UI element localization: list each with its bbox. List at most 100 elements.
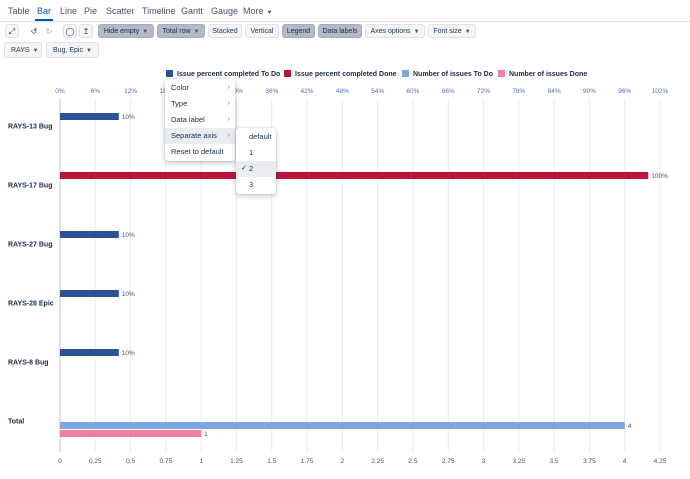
chevron-down-icon: ▼: [32, 48, 39, 54]
bottom-axis-tick-label: 2: [341, 458, 345, 465]
chevron-down-icon: ▼: [464, 29, 471, 35]
comment-icon: ◯: [65, 27, 75, 36]
submenu-item-1[interactable]: 1: [236, 145, 276, 161]
separate-axis-submenu: default 1 ✓ 2 3: [236, 128, 276, 194]
menu-item-label: Type: [171, 99, 188, 108]
hide-empty-button[interactable]: Hide empty ▼: [98, 24, 154, 38]
font-size-label: Font size: [433, 28, 462, 35]
top-axis-tick-label: 12%: [124, 88, 137, 95]
bottom-axis-tick-label: 2.25: [371, 458, 384, 465]
project-filter-value: RAYS: [11, 47, 30, 54]
total-row-button[interactable]: Total row ▼: [157, 24, 205, 38]
expand-button[interactable]: ⤢: [5, 24, 19, 38]
legend-item-todo-percent[interactable]: Issue percent completed To Do: [166, 70, 280, 78]
top-axis-tick-label: 30%: [230, 88, 243, 95]
bottom-axis-tick-label: 0.5: [126, 458, 135, 465]
bar: [60, 422, 625, 429]
bar-data-label: 4: [628, 423, 632, 430]
bar-data-label: 100%: [651, 173, 668, 180]
tab-pie[interactable]: Pie: [84, 6, 98, 16]
project-filter[interactable]: RAYS ▼: [4, 42, 42, 58]
submenu-item-2[interactable]: ✓ 2: [236, 161, 276, 177]
tab-bar[interactable]: Bar: [37, 6, 52, 16]
redo-icon: ↻: [45, 27, 53, 36]
bottom-axis-tick-label: 1.25: [230, 458, 243, 465]
tab-table[interactable]: Table: [8, 6, 30, 16]
total-row-label: Total row: [162, 28, 191, 35]
submenu-item-label: 2: [249, 164, 254, 173]
comment-button[interactable]: ◯: [63, 24, 77, 38]
menu-item-data-label[interactable]: Data label ›: [165, 112, 235, 128]
hide-empty-label: Hide empty: [103, 28, 140, 35]
legend-item-todo-count[interactable]: Number of issues To Do: [402, 70, 493, 78]
menu-item-separate-axis[interactable]: Separate axis ›: [165, 128, 235, 144]
submenu-item-default[interactable]: default: [236, 129, 276, 145]
font-size-button[interactable]: Font size ▼: [428, 24, 476, 38]
submenu-item-label: default: [249, 132, 272, 141]
redo-button[interactable]: ↻: [42, 24, 56, 38]
data-labels-button[interactable]: Data labels: [318, 24, 362, 38]
bar: [60, 290, 119, 297]
category-label: RAYS-13 Bug: [8, 124, 52, 131]
tab-line[interactable]: Line: [60, 6, 78, 16]
menu-item-label: Reset to default: [171, 147, 224, 156]
tab-timeline[interactable]: Timeline: [142, 6, 176, 16]
menu-item-label: Data label: [171, 115, 205, 124]
menu-item-label: Separate axis: [171, 131, 217, 140]
legend-item-done-count[interactable]: Number of issues Done: [498, 70, 587, 78]
check-icon: ✓: [241, 165, 247, 172]
menu-item-reset[interactable]: Reset to default: [165, 144, 235, 160]
chart-type-tabs: Table Bar Line Pie Scatter Timeline Gant…: [0, 0, 690, 22]
tab-gauge[interactable]: Gauge: [211, 6, 239, 16]
series-context-menu: Color › Type › Data label › Separate axis › …: [165, 79, 235, 161]
active-tab-indicator: [35, 19, 53, 21]
bottom-axis-tick-label: 1: [199, 458, 203, 465]
bar: [60, 113, 119, 120]
category-label: RAYS-17 Bug: [8, 183, 52, 190]
tab-scatter[interactable]: Scatter: [106, 6, 135, 16]
bar-data-label: 10%: [122, 114, 135, 121]
submenu-item-label: 3: [249, 180, 254, 189]
bottom-axis-tick-label: 3: [482, 458, 486, 465]
legend-button[interactable]: Legend: [282, 24, 315, 38]
bottom-axis-tick-label: 2.5: [408, 458, 417, 465]
top-axis-tick-label: 0%: [55, 88, 65, 95]
menu-item-type[interactable]: Type ›: [165, 96, 235, 112]
top-axis-tick-label: 54%: [371, 88, 384, 95]
bottom-axis-tick-label: 0.75: [160, 458, 173, 465]
bar-data-label: 10%: [122, 291, 135, 298]
undo-button[interactable]: ↺: [27, 24, 41, 38]
stacked-button[interactable]: Stacked: [208, 24, 242, 38]
tab-more-label: More: [243, 6, 264, 16]
top-axis-tick-label: 48%: [336, 88, 349, 95]
issue-type-filter[interactable]: Bug, Epic ▼: [46, 42, 99, 58]
menu-item-color[interactable]: Color ›: [165, 80, 235, 96]
bar: [60, 172, 649, 179]
bottom-axis-tick-label: 1.75: [301, 458, 314, 465]
submenu-item-3[interactable]: 3: [236, 177, 276, 193]
issue-type-filter-value: Bug, Epic: [53, 47, 83, 54]
chevron-right-icon: ›: [227, 116, 230, 123]
legend-label: Number of issues To Do: [413, 71, 493, 78]
legend-label: Number of issues Done: [509, 71, 588, 78]
bar: [60, 430, 202, 437]
bottom-axis-tick-label: 3.25: [512, 458, 525, 465]
top-axis-tick-label: 102%: [652, 88, 669, 95]
chevron-right-icon: ›: [227, 84, 230, 91]
axes-options-button[interactable]: Axes options ▼: [365, 24, 425, 38]
legend-item-done-percent[interactable]: Issue percent completed Done: [284, 70, 397, 78]
tab-more[interactable]: More ▼: [243, 6, 272, 16]
upload-button[interactable]: ↥: [79, 24, 93, 38]
category-label: RAYS-8 Bug: [8, 360, 49, 367]
tab-gantt[interactable]: Gantt: [181, 6, 204, 16]
legend-swatch: [284, 70, 291, 77]
legend-swatch: [402, 70, 409, 77]
bottom-axis-tick-label: 4.25: [654, 458, 667, 465]
legend-swatch: [498, 70, 505, 77]
top-axis-tick-label: 72%: [477, 88, 490, 95]
vertical-button[interactable]: Vertical: [245, 24, 279, 38]
legend-label: Issue percent completed Done: [295, 71, 397, 78]
bottom-axis-tick-label: 0: [58, 458, 62, 465]
chevron-right-icon: ›: [227, 100, 230, 107]
